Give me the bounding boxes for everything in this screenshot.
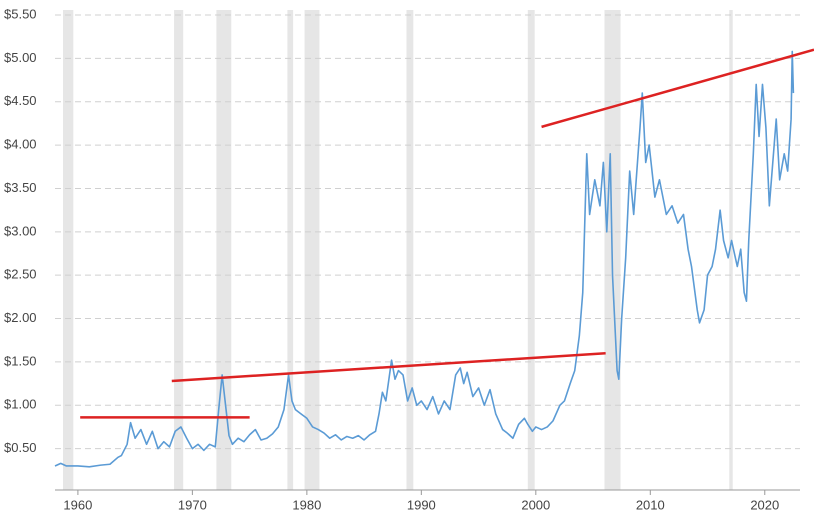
recession-band — [63, 10, 74, 490]
y-tick-label: $3.50 — [4, 180, 37, 195]
y-tick-label: $3.00 — [4, 223, 37, 238]
recession-band — [216, 10, 232, 490]
y-tick-label: $5.00 — [4, 50, 37, 65]
y-tick-label: $1.00 — [4, 397, 37, 412]
y-tick-label: $1.50 — [4, 353, 37, 368]
y-tick-label: $5.50 — [4, 6, 37, 21]
recession-band — [406, 10, 414, 490]
y-tick-label: $4.00 — [4, 137, 37, 152]
recession-band — [287, 10, 294, 490]
x-tick-label: 2020 — [750, 497, 779, 512]
x-tick-label: 1970 — [178, 497, 207, 512]
price-line — [54, 50, 795, 468]
y-tick-label: $2.50 — [4, 267, 37, 282]
x-tick-label: 2010 — [636, 497, 665, 512]
trend-line — [171, 351, 606, 383]
x-tick-label: 1990 — [407, 497, 436, 512]
x-tick-label: 2000 — [521, 497, 550, 512]
y-tick-label: $4.50 — [4, 93, 37, 108]
recession-band — [729, 10, 733, 490]
y-tick-label: $2.00 — [4, 310, 37, 325]
recession-band — [527, 10, 535, 490]
x-tick-label: 1980 — [292, 497, 321, 512]
x-tick-label: 1960 — [63, 497, 92, 512]
y-tick-label: $0.50 — [4, 440, 37, 455]
recession-band — [174, 10, 184, 490]
trend-line — [541, 48, 814, 129]
recession-band — [304, 10, 320, 490]
